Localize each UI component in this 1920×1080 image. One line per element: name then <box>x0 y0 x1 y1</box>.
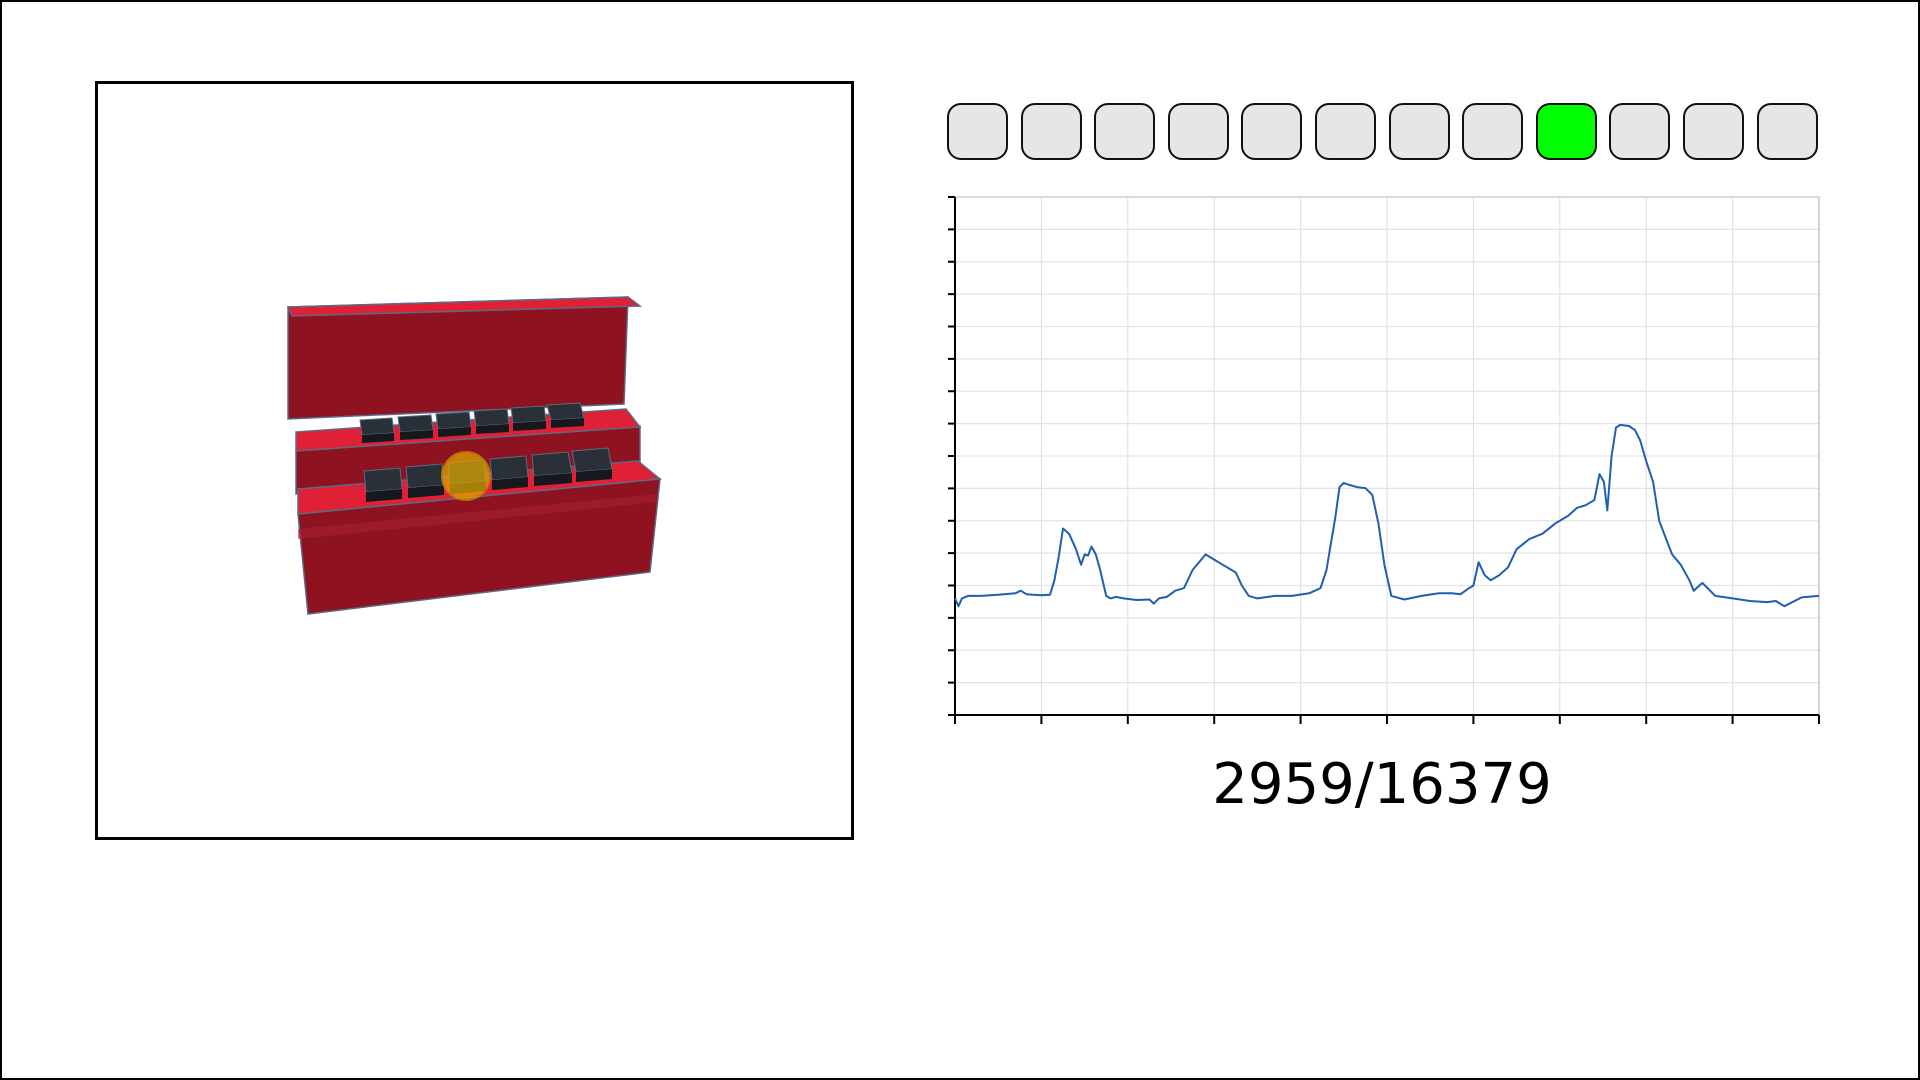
key[interactable] <box>546 402 585 428</box>
chart-axes <box>948 196 1820 724</box>
indicator[interactable] <box>1094 103 1156 160</box>
key[interactable] <box>571 447 613 482</box>
indicator[interactable] <box>1462 103 1524 160</box>
key[interactable] <box>363 467 403 502</box>
upper-key-row <box>359 402 585 443</box>
key[interactable] <box>489 455 529 490</box>
indicator[interactable] <box>1020 103 1082 160</box>
signal-chart <box>948 196 1820 724</box>
indicator[interactable] <box>1683 103 1744 160</box>
indicator-row <box>947 103 1824 163</box>
cursor-dot-icon <box>441 451 491 501</box>
chart-series <box>954 423 1820 608</box>
indicator[interactable] <box>1167 103 1229 160</box>
keyboard-scene <box>286 296 662 615</box>
key[interactable] <box>531 451 573 486</box>
indicator[interactable] <box>1241 103 1303 160</box>
key[interactable] <box>405 463 445 498</box>
indicator[interactable] <box>1609 103 1671 160</box>
indicator[interactable] <box>1315 103 1376 160</box>
key[interactable] <box>473 408 510 434</box>
key[interactable] <box>435 411 472 437</box>
lower-block-front <box>297 478 661 615</box>
frame-counter: 2959/16379 <box>1212 752 1552 817</box>
indicator-active[interactable] <box>1535 103 1597 160</box>
key[interactable] <box>510 405 547 431</box>
indicator[interactable] <box>1756 103 1818 160</box>
indicator[interactable] <box>947 103 1008 160</box>
key[interactable] <box>359 417 395 443</box>
chart-grid <box>954 196 1820 716</box>
3d-viewer[interactable] <box>95 81 854 840</box>
key[interactable] <box>397 414 434 440</box>
signal-line <box>954 423 1820 608</box>
indicator[interactable] <box>1388 103 1450 160</box>
front-highlight-band <box>298 494 658 539</box>
back-wall-top <box>286 296 643 317</box>
